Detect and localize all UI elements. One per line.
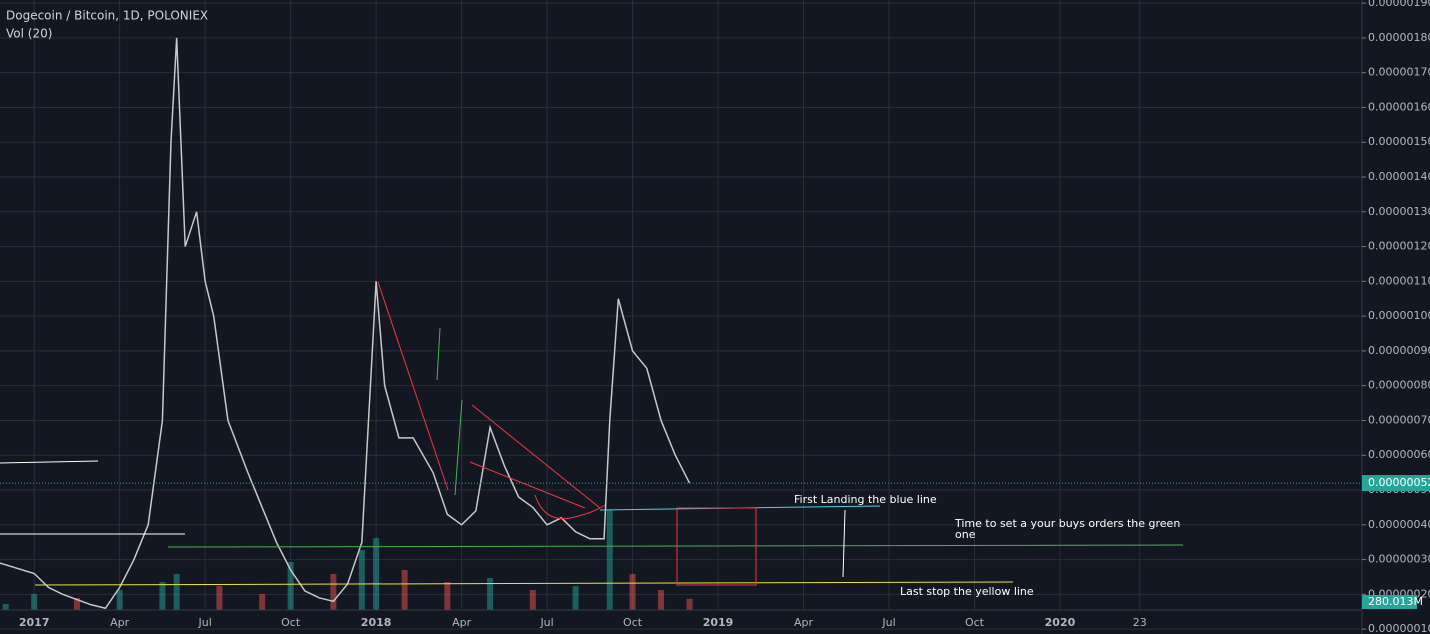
price-axis	[1362, 0, 1430, 634]
green-line	[436, 327, 441, 381]
x-tick-label: Oct	[623, 616, 643, 629]
x-tick-label: Jul	[539, 616, 553, 629]
volume-bar	[487, 578, 494, 610]
volume-bar	[159, 582, 166, 610]
note-box: Time to set a your buys orders the green…	[955, 518, 1181, 541]
white-arrow	[842, 509, 846, 578]
white-line	[0, 460, 99, 464]
x-tick-label: Jul	[881, 616, 895, 629]
price-line	[0, 37, 691, 610]
x-tick-label: Apr	[110, 616, 130, 629]
volume-bar	[259, 594, 266, 610]
y-tick-label: 0.00000180	[1368, 31, 1430, 44]
volume-box	[1362, 595, 1417, 609]
x-tick-label: Jul	[198, 616, 212, 629]
note: Time to set a your buys orders the green…	[955, 518, 1181, 541]
price	[0, 37, 691, 610]
y-tick-label: 0.00000190	[1368, 0, 1430, 9]
x-tick-label: 2020	[1045, 616, 1076, 629]
volume-bar	[116, 590, 123, 610]
y-tick-label: 0.00000060	[1368, 448, 1430, 461]
green-line	[454, 399, 463, 496]
volume-bar	[606, 510, 613, 610]
volume-title: Vol (20)	[6, 27, 52, 41]
red-line	[471, 404, 601, 509]
x-tick-label: 23	[1133, 616, 1147, 629]
volume-bar	[658, 590, 665, 610]
y-tick-label: 0.00000160	[1368, 100, 1430, 113]
volume-bar	[444, 582, 451, 610]
red-line	[469, 461, 586, 509]
volume-bar	[287, 562, 294, 610]
volume-label: 280.013M	[1368, 595, 1423, 608]
y-tick-label: 0.00000070	[1368, 413, 1430, 426]
volume	[2, 510, 693, 610]
x-tick-label: Oct	[281, 616, 301, 629]
x-tick-label: 2018	[361, 616, 392, 629]
volume-bar	[529, 590, 536, 610]
red-curve	[534, 494, 606, 520]
volume-bar	[401, 570, 408, 610]
volume-bar	[330, 574, 337, 610]
volume-bar	[216, 586, 223, 610]
x-tick-label: Apr	[794, 616, 814, 629]
x-tick-label: Apr	[452, 616, 472, 629]
volume-bar	[373, 538, 380, 610]
drawings	[0, 281, 1184, 586]
x-tick-label: Oct	[965, 616, 985, 629]
note: First Landing the blue line	[794, 493, 937, 506]
volume-bar	[686, 598, 693, 610]
y-tick-label: 0.00000040	[1368, 518, 1430, 531]
green-level	[167, 544, 1184, 548]
x-tick-label: 2017	[19, 616, 50, 629]
red-line	[377, 281, 449, 491]
y-tick-label: 0.00000110	[1368, 274, 1430, 287]
y-tick-label: 0.00000100	[1368, 309, 1430, 322]
note: Last stop the yellow line	[900, 585, 1034, 598]
volume-bar	[31, 594, 38, 610]
volume-bar	[173, 574, 180, 610]
volume-bar	[73, 598, 80, 610]
y-tick-label: 0.00000170	[1368, 66, 1430, 79]
y-tick-label: 0.00000120	[1368, 240, 1430, 253]
y-tick-label: 0.00000130	[1368, 205, 1430, 218]
yellow-level	[34, 581, 1014, 586]
volume-bar	[629, 574, 636, 610]
grid	[0, 0, 1362, 630]
last-price-box	[1362, 475, 1430, 492]
y-tick-label: 0.00000090	[1368, 344, 1430, 357]
chart-title: Dogecoin / Bitcoin, 1D, POLONIEX	[6, 9, 208, 23]
red-box	[676, 507, 757, 586]
volume-bar	[358, 550, 365, 610]
y-tick-label: 0.00000150	[1368, 135, 1430, 148]
y-tick-label: 0.00000080	[1368, 379, 1430, 392]
y-tick-label: 0.00000010	[1368, 622, 1430, 634]
y-tick-label: 0.00000140	[1368, 170, 1430, 183]
volume-bar	[572, 586, 579, 610]
y-tick-label: 0.00000030	[1368, 553, 1430, 566]
volume-bar	[2, 604, 9, 610]
last-price-label: 0.00000052	[1368, 476, 1430, 489]
x-tick-label: 2019	[703, 616, 734, 629]
